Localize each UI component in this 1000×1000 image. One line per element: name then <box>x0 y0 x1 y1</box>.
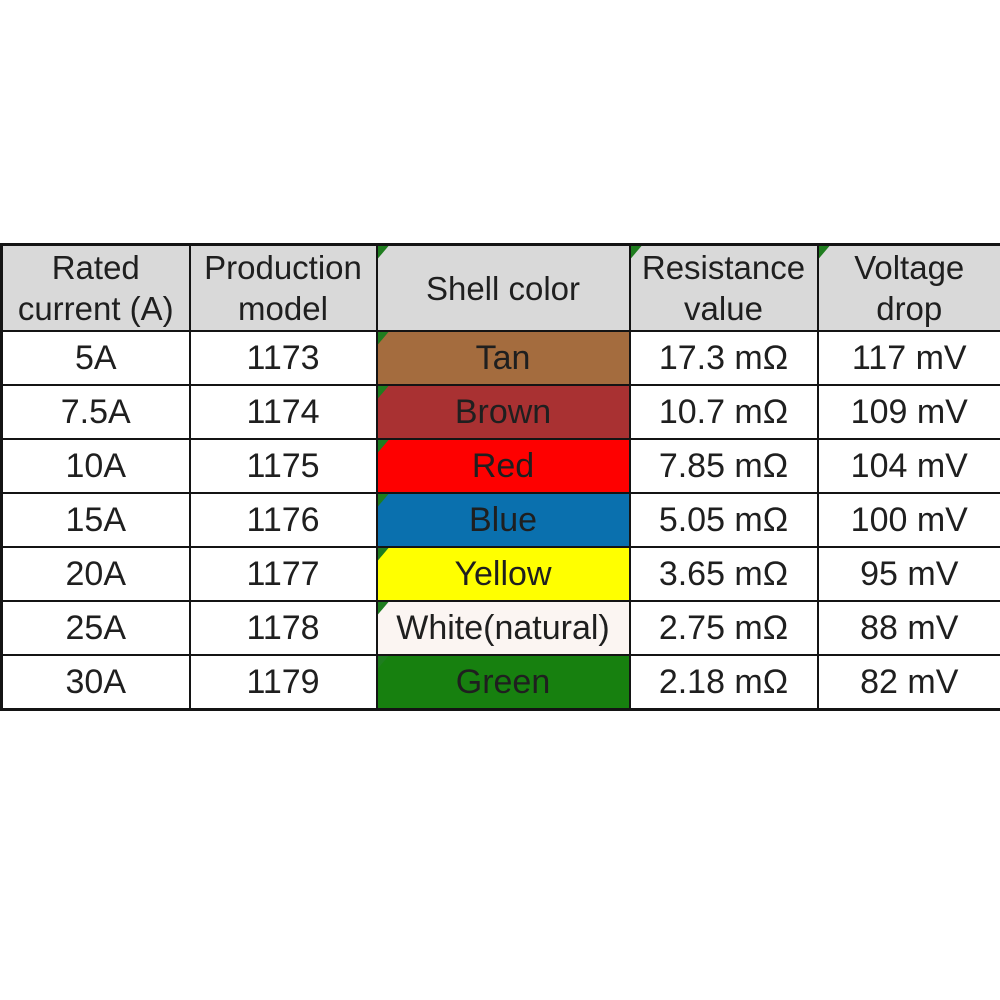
rated-current-cell: 30A <box>0 654 191 711</box>
rated-current-cell: 15A <box>0 492 191 548</box>
production-model-cell: 1174 <box>188 384 378 440</box>
shell-color-swatch-cell: Red <box>375 438 631 494</box>
cell-corner-marker-icon <box>378 495 389 507</box>
voltage-drop-cell: 104 mV <box>816 438 1000 494</box>
shell-color-swatch-cell: Blue <box>375 492 631 548</box>
shell-color-label: Yellow <box>454 554 552 593</box>
resistance-value-cell: 3.65 mΩ <box>628 546 819 602</box>
rated-current-cell: 7.5A <box>0 384 191 440</box>
table-row: 10A 1175 Red 7.85 mΩ 104 mV <box>0 438 1000 494</box>
header-production-model-label: Production model <box>204 249 362 327</box>
fuse-spec-table: Rated current (A) Production model Shell… <box>0 243 1000 711</box>
resistance-value-cell: 10.7 mΩ <box>628 384 819 440</box>
cell-corner-marker-icon <box>378 387 389 399</box>
cell-corner-marker-icon <box>378 246 389 259</box>
header-rated-current: Rated current (A) <box>0 243 191 332</box>
voltage-drop-cell: 109 mV <box>816 384 1000 440</box>
shell-color-label: Green <box>455 662 551 701</box>
cell-corner-marker-icon <box>378 549 389 561</box>
header-shell-color-label: Shell color <box>425 269 581 307</box>
header-voltage-drop: Voltage drop <box>816 243 1000 332</box>
table-row: 15A 1176 Blue 5.05 mΩ 100 mV <box>0 492 1000 548</box>
header-shell-color: Shell color <box>375 243 631 332</box>
table-row: 30A 1179 Green 2.18 mΩ 82 mV <box>0 654 1000 711</box>
shell-color-label: Brown <box>454 392 552 431</box>
table-row: 20A 1177 Yellow 3.65 mΩ 95 mV <box>0 546 1000 602</box>
voltage-drop-cell: 100 mV <box>816 492 1000 548</box>
voltage-drop-cell: 82 mV <box>816 654 1000 711</box>
resistance-value-cell: 2.18 mΩ <box>628 654 819 711</box>
cell-corner-marker-icon <box>819 246 830 259</box>
table-row: 7.5A 1174 Brown 10.7 mΩ 109 mV <box>0 384 1000 440</box>
voltage-drop-cell: 117 mV <box>816 330 1000 386</box>
table-row: 25A 1178 White(natural) 2.75 mΩ 88 mV <box>0 600 1000 656</box>
shell-color-label: Red <box>471 446 535 485</box>
production-model-cell: 1173 <box>188 330 378 386</box>
production-model-cell: 1175 <box>188 438 378 494</box>
rated-current-cell: 25A <box>0 600 191 656</box>
shell-color-label: Blue <box>468 500 538 539</box>
resistance-value-cell: 17.3 mΩ <box>628 330 819 386</box>
resistance-value-cell: 2.75 mΩ <box>628 600 819 656</box>
header-resistance-value: Resistance value <box>628 243 819 332</box>
shell-color-label: Tan <box>475 338 531 377</box>
cell-corner-marker-icon <box>378 603 389 615</box>
shell-color-swatch-cell: Green <box>375 654 631 711</box>
cell-corner-marker-icon <box>378 441 389 453</box>
rated-current-cell: 5A <box>0 330 191 386</box>
shell-color-swatch-cell: Brown <box>375 384 631 440</box>
rated-current-cell: 20A <box>0 546 191 602</box>
rated-current-cell: 10A <box>0 438 191 494</box>
header-production-model: Production model <box>188 243 378 332</box>
shell-color-label: White(natural) <box>396 608 610 647</box>
production-model-cell: 1177 <box>188 546 378 602</box>
cell-corner-marker-icon <box>378 333 389 345</box>
production-model-cell: 1178 <box>188 600 378 656</box>
header-resistance-value-label: Resistance value <box>641 249 806 327</box>
header-voltage-drop-label: Voltage drop <box>854 249 965 327</box>
resistance-value-cell: 7.85 mΩ <box>628 438 819 494</box>
production-model-cell: 1179 <box>188 654 378 711</box>
voltage-drop-cell: 88 mV <box>816 600 1000 656</box>
voltage-drop-cell: 95 mV <box>816 546 1000 602</box>
resistance-value-cell: 5.05 mΩ <box>628 492 819 548</box>
shell-color-swatch-cell: White(natural) <box>375 600 631 656</box>
header-rated-current-label: Rated current (A) <box>17 249 174 327</box>
shell-color-swatch-cell: Yellow <box>375 546 631 602</box>
table-row: 5A 1173 Tan 17.3 mΩ 117 mV <box>0 330 1000 386</box>
shell-color-swatch-cell: Tan <box>375 330 631 386</box>
cell-corner-marker-icon <box>631 246 642 259</box>
header-row: Rated current (A) Production model Shell… <box>0 243 1000 332</box>
production-model-cell: 1176 <box>188 492 378 548</box>
cell-corner-marker-icon <box>378 656 389 669</box>
